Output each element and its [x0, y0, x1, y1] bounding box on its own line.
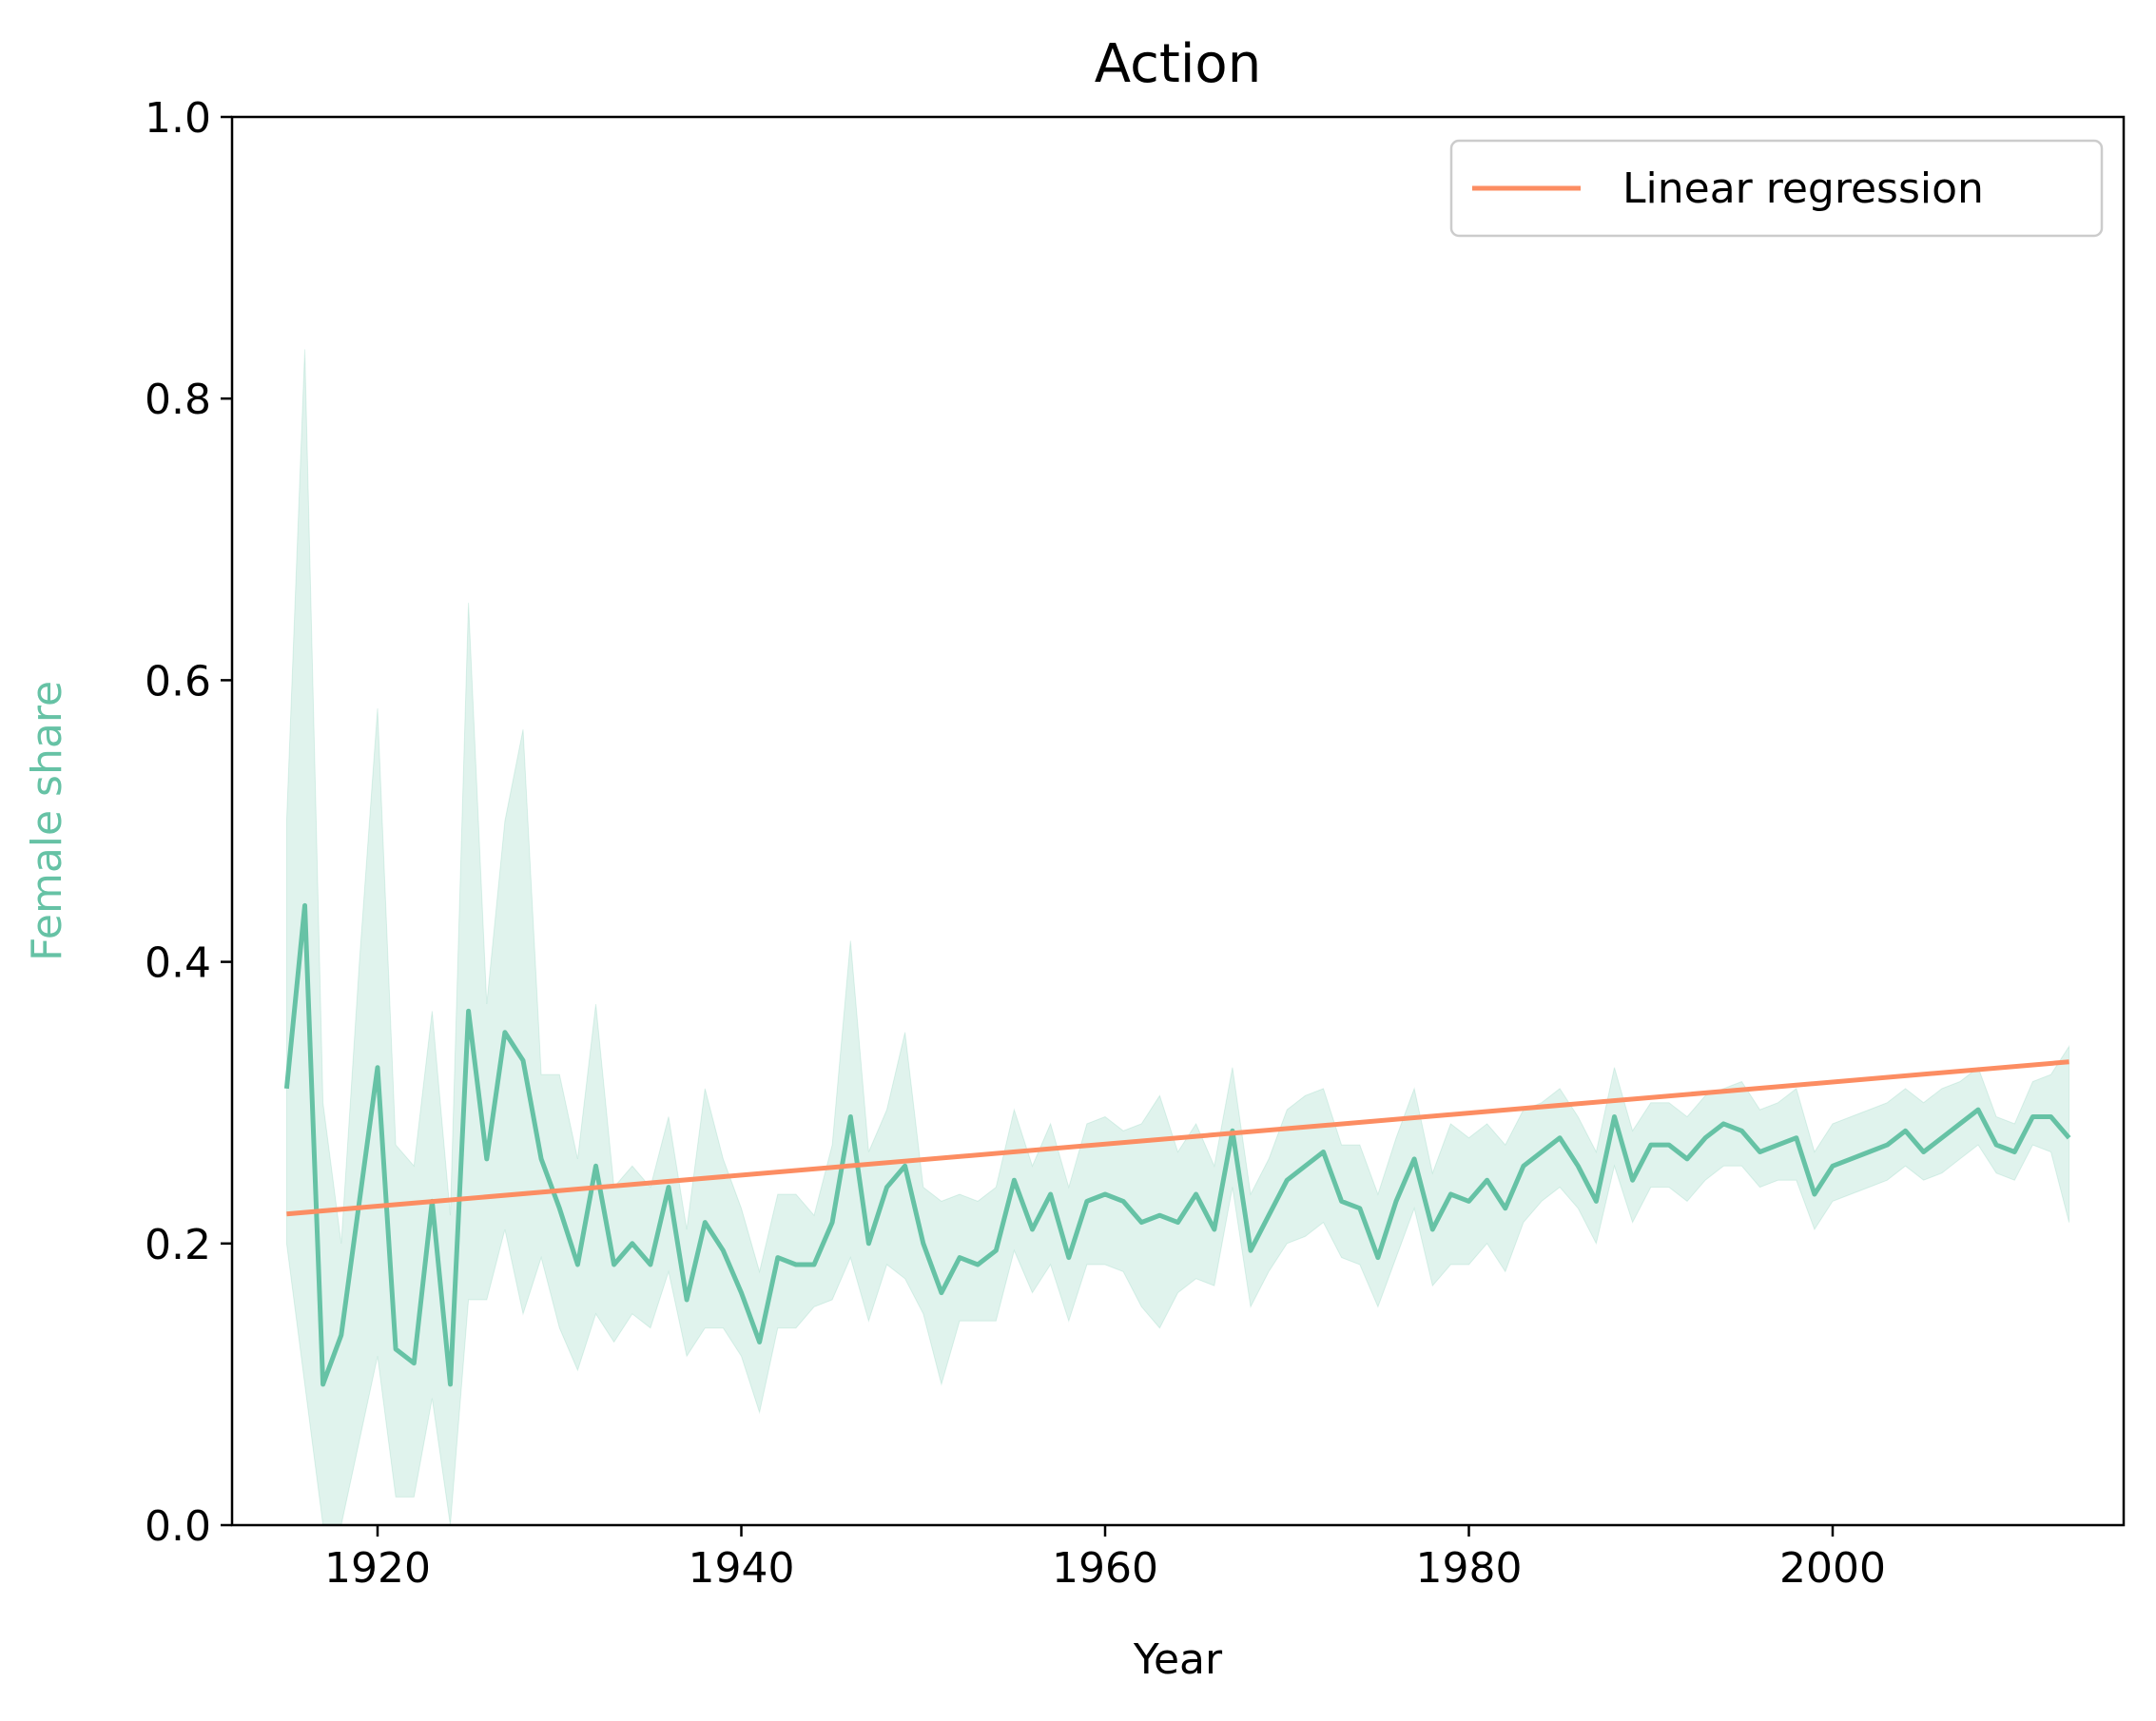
- x-axis-label: Year: [1133, 1635, 1223, 1684]
- x-tick-label: 1940: [689, 1544, 795, 1593]
- x-tick-label: 1960: [1052, 1544, 1158, 1593]
- series-line-female-share: [283, 902, 2071, 1387]
- y-axis-label: Female share: [23, 681, 71, 961]
- y-tick-label: 0.2: [145, 1221, 211, 1269]
- series-line-layer: [283, 902, 2071, 1387]
- plot-frame: [230, 115, 2126, 1527]
- confidence-band: [285, 349, 2070, 1526]
- series-line-linear-regression: [286, 1059, 2069, 1217]
- chart-title: Action: [1095, 33, 1261, 95]
- x-tick-label: 1980: [1416, 1544, 1523, 1593]
- legend-box: [1449, 139, 2104, 238]
- y-tick-label: 0.0: [145, 1502, 211, 1551]
- confidence-band-layer: [285, 349, 2070, 1526]
- y-tick-label: 0.6: [145, 657, 211, 706]
- y-tick-label: 0.4: [145, 939, 211, 988]
- legend-label-linear-regression: Linear regression: [1622, 164, 1984, 213]
- legend: Linear regression: [1449, 139, 2104, 238]
- y-tick-label: 0.8: [145, 376, 211, 424]
- x-tick-label: 2000: [1779, 1544, 1886, 1593]
- x-tick-label: 1920: [324, 1544, 431, 1593]
- y-axis: 0.0 0.2 0.4 0.6 0.8 1.0: [145, 94, 232, 1551]
- y-tick-label: 1.0: [145, 94, 211, 143]
- x-axis: 1920 1940 1960 1980 2000: [324, 1525, 1886, 1593]
